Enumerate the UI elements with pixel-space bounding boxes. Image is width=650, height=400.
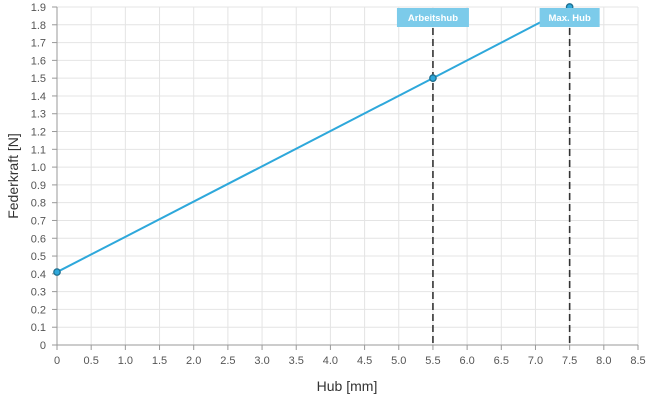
grid (56, 6, 639, 346)
axes (52, 6, 639, 350)
y-tick-label: 0.5 (31, 251, 46, 263)
x-tick-label: 2.5 (220, 355, 235, 367)
x-tick-label: 2.0 (186, 355, 201, 367)
y-tick-label: 0.1 (31, 322, 46, 334)
x-tick-labels: 0 0.5 1.0 1.5 2.0 2.5 3.0 3.5 4.0 4.5 5.0 5.5 6.0 6.5… (54, 355, 646, 367)
y-tick-label: 0.2 (31, 304, 46, 316)
annotation-labels: Arbeitshub Max. Hub (396, 8, 600, 27)
annotation-label: Max. Hub (549, 13, 591, 24)
y-tick-label: 0.4 (31, 269, 46, 281)
x-tick-label: 3.0 (254, 355, 269, 367)
annotation-label-box (396, 8, 469, 27)
x-tick-label: 6.0 (459, 355, 474, 367)
x-tick-label: 8.0 (596, 355, 611, 367)
y-tick-label: 1.4 (31, 91, 46, 103)
x-tick-label: 1.0 (118, 355, 133, 367)
x-tick-label: 6.5 (494, 355, 509, 367)
series (53, 3, 574, 276)
x-axis-label: Hub [mm] (317, 378, 378, 394)
y-axis-label: Federkraft [N] (5, 133, 21, 219)
x-tick-label: 4.5 (357, 355, 372, 367)
y-tick-label: 1.6 (31, 55, 46, 67)
y-tick-label: 0.9 (31, 180, 46, 192)
y-tick-label: 1.5 (31, 73, 46, 85)
y-tick-label: 0 (40, 340, 46, 352)
data-point[interactable] (429, 74, 437, 83)
x-tick-label: 5.5 (425, 355, 440, 367)
y-tick-label: 1.2 (31, 127, 46, 139)
x-tick-label: 1.5 (152, 355, 167, 367)
y-tick-label: 1.0 (31, 162, 46, 174)
y-tick-label: 1.3 (31, 109, 46, 121)
y-tick-label: 0.7 (31, 215, 46, 227)
x-tick-label: 5.0 (391, 355, 406, 367)
x-tick-label: 0.5 (84, 355, 99, 367)
x-tick-label: 8.5 (630, 355, 645, 367)
data-point[interactable] (53, 268, 61, 276)
y-tick-label: 1.1 (31, 144, 46, 156)
annotation-label: Arbeitshub (408, 13, 458, 24)
y-tick-label: 0.8 (31, 198, 46, 210)
x-tick-label: 7.0 (528, 355, 543, 367)
y-tick-label: 1.7 (31, 38, 46, 50)
y-tick-labels: 0 0.1 0.2 0.3 0.4 0.5 0.6 0.7 0.8 0.9 1.0 1.1 1.2 1.3… (31, 2, 46, 352)
y-tick-label: 0.3 (31, 287, 46, 299)
x-tick-label: 4.0 (323, 355, 338, 367)
x-tick-label: 7.5 (562, 355, 577, 367)
x-tick-label: 3.5 (289, 355, 304, 367)
series-line (56, 6, 571, 273)
annotation-label-box (539, 8, 600, 27)
y-tick-label: 1.8 (31, 20, 46, 32)
x-tick-label: 0 (54, 355, 60, 367)
y-tick-label: 0.6 (31, 233, 46, 245)
y-tick-label: 1.9 (31, 2, 46, 14)
